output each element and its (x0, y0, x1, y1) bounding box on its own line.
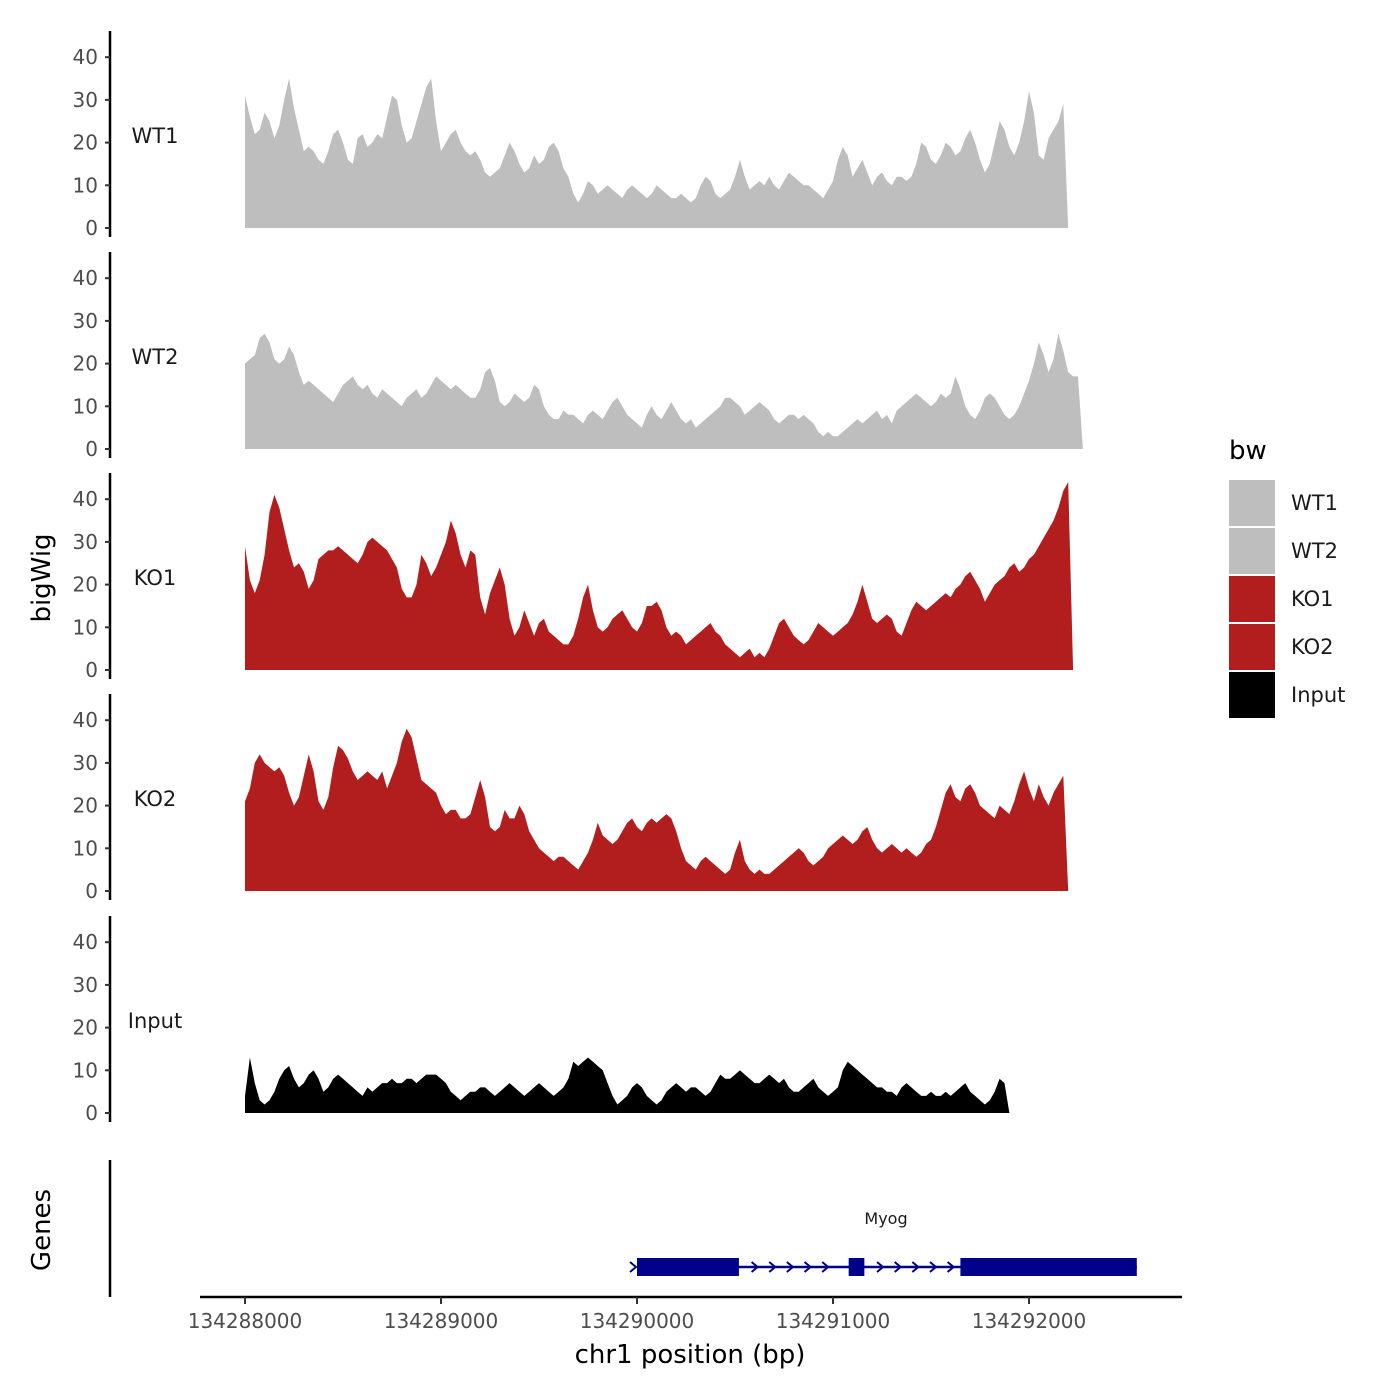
y-tick-label: 40 (73, 708, 98, 732)
legend-entries: WT1 WT2 KO1 KO2 Input (1229, 480, 1345, 718)
y-tick-label: 20 (73, 573, 98, 597)
y-tick-label: 40 (73, 45, 98, 69)
y-tick-label: 0 (85, 879, 98, 903)
strand-arrow (894, 1261, 903, 1273)
track-label: WT2 (132, 345, 179, 369)
area-ko2 (245, 728, 1069, 891)
legend-entry-ko1: KO1 (1229, 576, 1334, 622)
strand-arrow (786, 1261, 795, 1273)
track-label: KO1 (134, 566, 177, 590)
legend-label: KO2 (1291, 635, 1334, 659)
track-ko2: 0 10 20 30 40 KO2 (73, 694, 1069, 903)
legend: bw WT1 WT2 KO1 KO2 Input (1229, 436, 1345, 718)
legend-label: KO1 (1291, 587, 1334, 611)
track-label: KO2 (134, 787, 177, 811)
area-wt2 (245, 333, 1083, 449)
legend-swatch (1229, 576, 1275, 622)
genes-panel-title: Genes (27, 1189, 57, 1271)
y-tick-label: 0 (85, 216, 98, 240)
y-tick-label: 20 (73, 131, 98, 155)
area-ko1 (245, 482, 1074, 670)
y-tick-label: 30 (73, 88, 98, 112)
strand-arrow (821, 1261, 830, 1273)
track-input: 0 10 20 30 40 Input (73, 916, 1010, 1125)
legend-label: WT1 (1291, 491, 1338, 515)
y-tick-label: 40 (73, 487, 98, 511)
x-tick-label: 134290000 (580, 1309, 695, 1333)
track-ko1: 0 10 20 30 40 KO1 (73, 473, 1074, 682)
y-axis-title: bigWig (27, 533, 57, 622)
y-tick-label: 10 (73, 394, 98, 418)
y-tick-label: 40 (73, 266, 98, 290)
track-wt2: 0 10 20 30 40 WT2 (73, 252, 1083, 461)
gene-myog: Myog (629, 1209, 1137, 1276)
gene-label: Myog (864, 1209, 907, 1228)
track-wt1: 0 10 20 30 40 WT1 (73, 31, 1069, 240)
y-tick-label: 0 (85, 1101, 98, 1125)
strand-arrow (911, 1261, 920, 1273)
strand-arrow (876, 1261, 885, 1273)
y-tick-label: 0 (85, 658, 98, 682)
strand-arrow (629, 1261, 638, 1273)
x-axis: 134288000 134289000 134290000 134291000 1342… (188, 1295, 1182, 1333)
track-label: Input (128, 1009, 182, 1033)
legend-entry-ko2: KO2 (1229, 624, 1334, 670)
area-input (245, 1057, 1010, 1113)
legend-entry-wt2: WT2 (1229, 528, 1338, 574)
y-tick-label: 40 (73, 930, 98, 954)
legend-entry-wt1: WT1 (1229, 480, 1338, 526)
y-tick-label: 10 (73, 173, 98, 197)
exon (848, 1258, 865, 1276)
y-tick-label: 20 (73, 352, 98, 376)
legend-entry-input: Input (1229, 672, 1345, 718)
y-tick-label: 10 (73, 836, 98, 860)
y-tick-label: 20 (73, 794, 98, 818)
x-tick-label: 134288000 (188, 1309, 303, 1333)
exon (960, 1258, 1137, 1276)
x-axis-title: chr1 position (bp) (575, 1340, 806, 1370)
strand-arrow (750, 1261, 760, 1273)
y-tick-label: 10 (73, 1058, 98, 1082)
y-tick-label: 30 (73, 309, 98, 333)
y-tick-label: 30 (73, 530, 98, 554)
bigwig-tracks: 0 10 20 30 40 WT1 0 10 20 30 40 WT2 0 10 20 30 40 KO1 0 10 2… (73, 31, 1083, 1125)
y-tick-label: 30 (73, 973, 98, 997)
y-tick-label: 20 (73, 1016, 98, 1040)
legend-label: Input (1291, 683, 1345, 707)
strand-arrow (768, 1261, 777, 1273)
strand-arrow (946, 1261, 956, 1273)
x-tick-label: 134291000 (776, 1309, 891, 1333)
track-label: WT1 (132, 124, 179, 148)
strand-arrow (929, 1261, 938, 1273)
legend-swatch (1229, 624, 1275, 670)
gene-panel: Myog (108, 1160, 1137, 1297)
exon (637, 1258, 739, 1276)
strand-arrow (803, 1261, 813, 1273)
area-wt1 (245, 78, 1069, 228)
y-tick-label: 30 (73, 751, 98, 775)
legend-swatch (1229, 528, 1275, 574)
legend-swatch (1229, 480, 1275, 526)
legend-swatch (1229, 672, 1275, 718)
y-tick-label: 0 (85, 437, 98, 461)
legend-title: bw (1229, 436, 1267, 466)
x-tick-label: 134292000 (972, 1309, 1087, 1333)
x-tick-label: 134289000 (384, 1309, 499, 1333)
y-tick-label: 10 (73, 615, 98, 639)
legend-label: WT2 (1291, 539, 1338, 563)
